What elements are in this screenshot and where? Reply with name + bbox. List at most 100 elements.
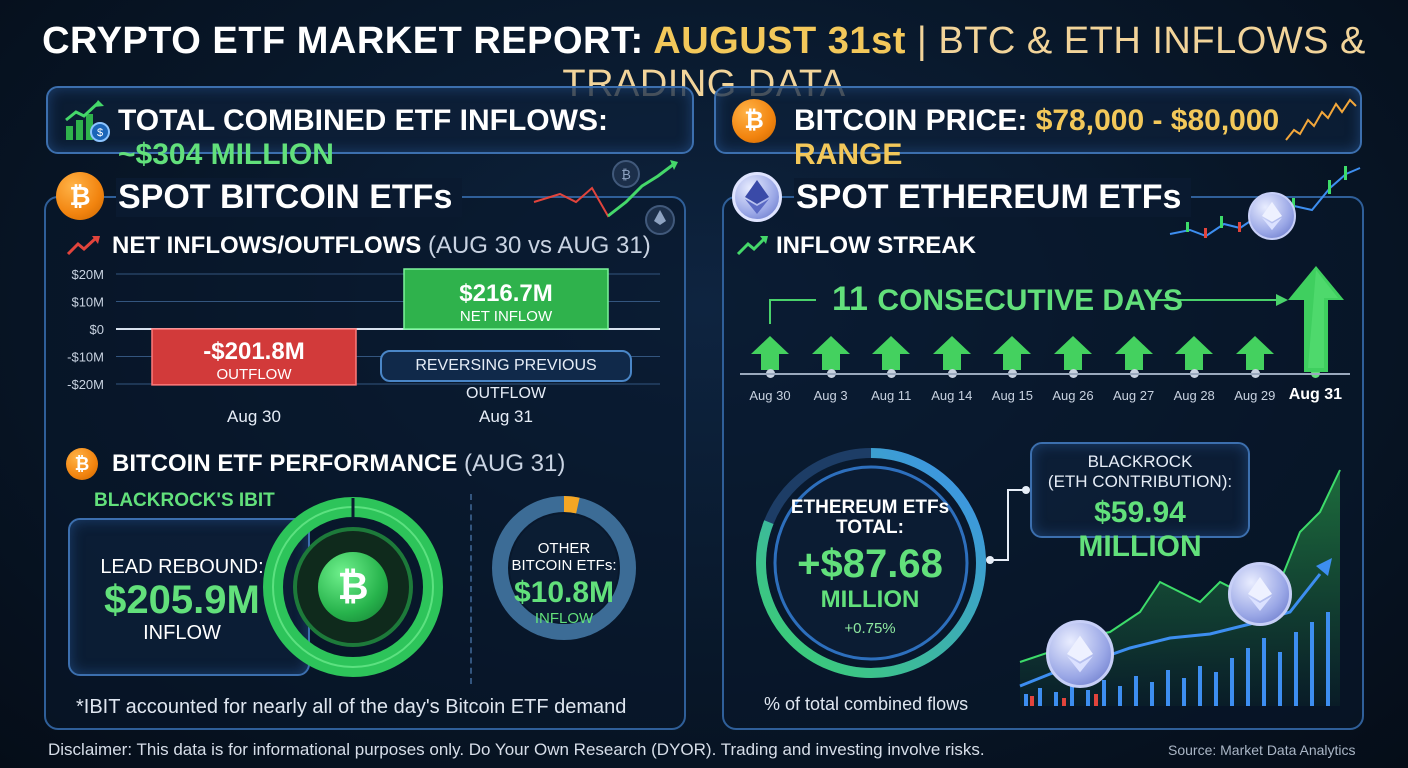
reversing-annotation: REVERSING PREVIOUS OUTFLOW [380, 350, 632, 402]
streak-arrow [993, 336, 1032, 370]
svg-text:₿: ₿ [621, 167, 631, 182]
y-tick-label: $20M [71, 267, 104, 282]
streak-arrow [1175, 336, 1214, 370]
streak-day-label: Aug 28 [1173, 388, 1215, 403]
pct-caption: % of total combined flows [764, 694, 969, 714]
blackrock-label: BLACKROCK (ETH CONTRIBUTION): [1032, 452, 1248, 492]
total-inflows-label: TOTAL COMBINED ETF INFLOWS: [118, 104, 608, 137]
bitcoin-price-value: $78,000 - $80,000 RANGE [794, 104, 1280, 171]
other-etf-value: $10.8M [513, 576, 615, 609]
other-etf-label-1: OTHER [537, 540, 591, 557]
inflow-chart-icon: $ [65, 100, 110, 142]
net-flows-heading: NET INFLOWS/OUTFLOWS (AUG 30 vs AUG 31) [112, 232, 651, 260]
y-tick-label: -$10M [67, 350, 104, 365]
bitcoin-section-icon: ₿ [56, 172, 104, 220]
y-tick-label: $0 [90, 322, 104, 337]
streak-arrow [872, 336, 911, 370]
bar-value-label: -$201.8M [203, 338, 304, 365]
bar-value-label: $216.7M [459, 280, 552, 307]
perf-heading: BITCOIN ETF PERFORMANCE (AUG 31) [112, 450, 565, 478]
eth-total-pct: +0.75% [844, 620, 896, 637]
streak-bracket [769, 294, 1288, 324]
streak-arrow [1114, 336, 1153, 370]
blackrock-label-1: BLACKROCK [1087, 452, 1193, 471]
lead-rebound-unit: INFLOW [143, 622, 221, 644]
total-inflows-text: TOTAL COMBINED ETF INFLOWS: ~$304 MILLIO… [118, 104, 692, 172]
source: Source: Market Data Analytics [1168, 742, 1356, 758]
bitcoin-perf-icon: ₿ [66, 448, 98, 480]
title-part1: CRYPTO ETF MARKET REPORT: [42, 20, 644, 62]
eth-total-label: ETHEREUM ETFs TOTAL: [780, 498, 960, 538]
ibit-footnote: *IBIT accounted for nearly all of the da… [76, 696, 627, 718]
streak-day-label: Aug 11 [871, 388, 912, 403]
y-tick-label: -$20M [67, 377, 104, 392]
bitcoin-price-label: BITCOIN PRICE: [794, 104, 1028, 137]
streak-day-label: Aug 14 [931, 388, 973, 403]
price-trend-icon [1285, 98, 1357, 141]
streak-final-arrow [1288, 266, 1344, 372]
streak-text: CONSECUTIVE DAYS [877, 284, 1184, 317]
bitcoin-price-box: ₿ BITCOIN PRICE: $78,000 - $80,000 RANGE [714, 86, 1362, 171]
svg-text:$: $ [97, 127, 103, 139]
blackrock-label-2: (ETH CONTRIBUTION): [1047, 472, 1233, 491]
streak-day-label: Aug 31 [1288, 386, 1343, 403]
total-inflows-box: $ TOTAL COMBINED ETF INFLOWS: ~$304 MILL… [46, 86, 694, 171]
streak-day-label: Aug 30 [749, 388, 791, 403]
streak-trend-icon [736, 236, 768, 256]
ibit-label: BLACKROCK'S IBIT [94, 490, 275, 511]
bitcoin-price-text: BITCOIN PRICE: $78,000 - $80,000 RANGE [794, 104, 1360, 172]
ethereum-section-icon [732, 172, 782, 222]
x-category-label: Aug 30 [227, 407, 281, 426]
eth-coin-decoration-2 [1228, 562, 1292, 626]
blackrock-connector [986, 486, 1030, 564]
other-etf-ring-chart [492, 496, 636, 640]
lead-rebound-value: $205.9M [104, 578, 260, 622]
streak-arrow [1235, 336, 1274, 370]
streak-label: 11 CONSECUTIVE DAYS [832, 280, 1183, 319]
streak-value: 11 [832, 280, 868, 318]
bitcoin-section-heading: SPOT BITCOIN ETFs [116, 178, 463, 217]
net-flows-title: NET INFLOWS/OUTFLOWS [112, 232, 422, 259]
other-etf-label-2: BITCOIN ETFs: [511, 557, 617, 574]
eth-total-value: +$87.68 [797, 542, 943, 586]
bar-type-label: NET INFLOW [460, 308, 553, 325]
trend-up-icon [66, 236, 100, 256]
eth-total-unit: MILLION [820, 586, 920, 613]
other-etf-unit: INFLOW [534, 610, 594, 627]
blackrock-value: $59.94 MILLION [1078, 496, 1202, 563]
x-category-label: Aug 31 [479, 407, 533, 426]
streak-day-label: Aug 3 [813, 388, 848, 403]
blackrock-eth-box: BLACKROCK (ETH CONTRIBUTION): $59.94 MIL… [1030, 442, 1250, 563]
ibit-bitcoin-icon: ₿ [318, 552, 388, 622]
bitcoin-coin-icon: ₿ [732, 99, 776, 143]
eth-total-label-1: ETHEREUM ETFs [790, 497, 950, 518]
streak-day-label: Aug 29 [1234, 388, 1276, 403]
page-title: CRYPTO ETF MARKET REPORT: AUGUST 31st | … [0, 20, 1408, 106]
streak-arrow [751, 336, 789, 370]
bar-type-label: OUTFLOW [217, 366, 293, 383]
market-trend-icon: ₿ [533, 160, 678, 235]
lead-rebound-label: LEAD REBOUND: [100, 556, 264, 578]
eth-total-label-2: TOTAL: [836, 517, 904, 538]
streak-arrow [1054, 336, 1092, 370]
streak-day-label: Aug 26 [1052, 388, 1094, 403]
eth-total-ring [756, 448, 986, 678]
perf-subtitle: (AUG 31) [464, 450, 566, 477]
streak-arrow [932, 336, 971, 370]
streak-arrow [811, 336, 850, 370]
streak-day-label: Aug 15 [991, 388, 1033, 403]
eth-coin-decoration [1248, 192, 1296, 240]
bar-aug-31 [403, 268, 609, 330]
total-inflows-value: ~$304 MILLION [118, 138, 334, 171]
streak-axis [740, 373, 1350, 375]
perf-divider [470, 494, 472, 684]
disclaimer: Disclaimer: This data is for information… [48, 740, 985, 759]
title-date: AUGUST 31st [653, 20, 906, 62]
ethereum-section-heading: SPOT ETHEREUM ETFs [794, 178, 1192, 217]
eth-coin-decoration-1 [1046, 620, 1114, 688]
y-tick-label: $10M [71, 295, 104, 310]
net-flows-subtitle: (AUG 30 vs AUG 31) [427, 232, 651, 259]
other-etf-label: OTHER BITCOIN ETFs: [500, 540, 628, 574]
bar-aug-30 [151, 328, 357, 386]
